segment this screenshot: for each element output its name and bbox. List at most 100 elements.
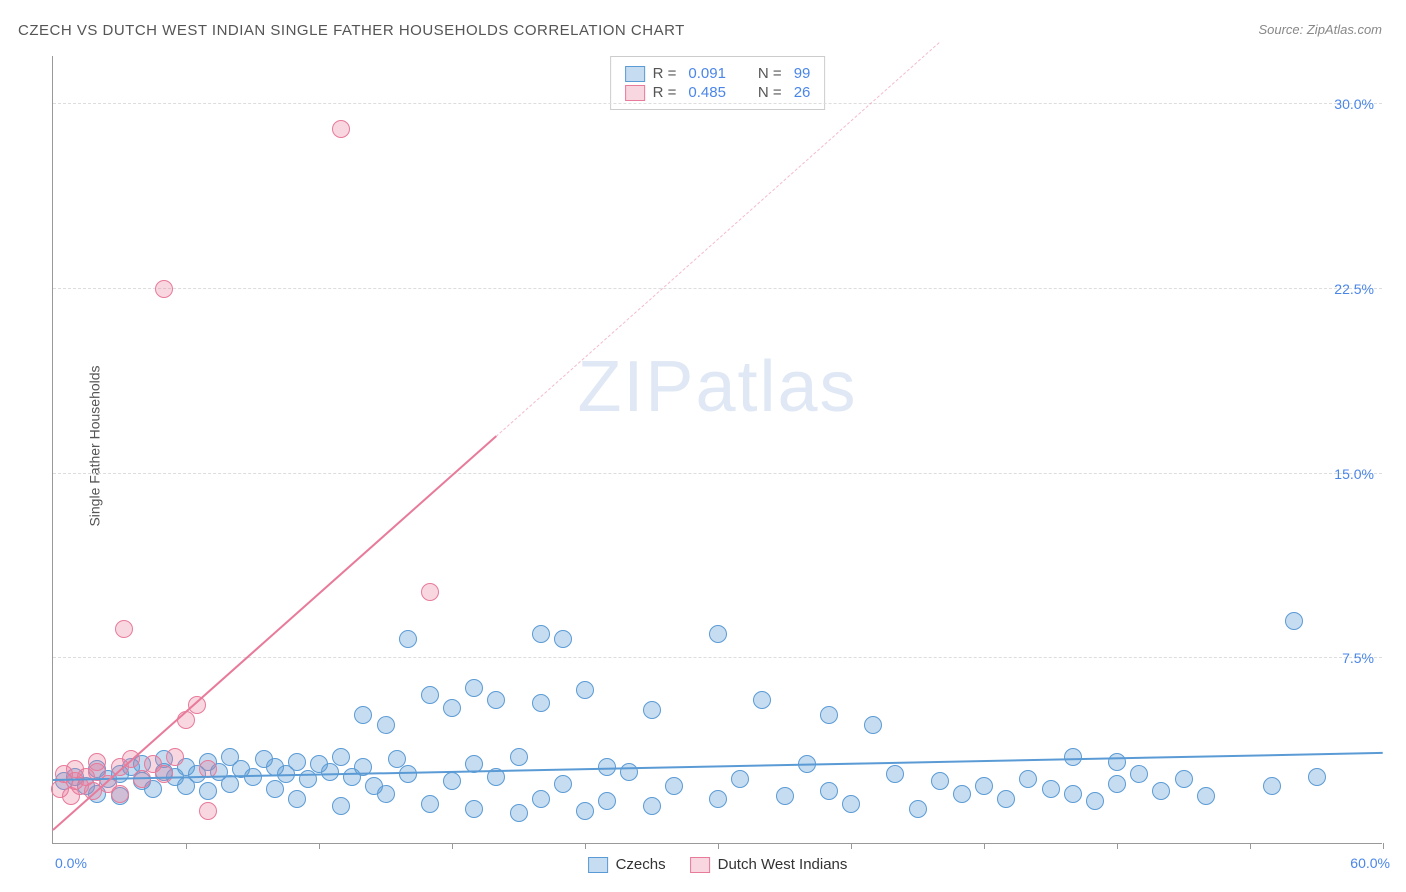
scatter-point bbox=[399, 630, 417, 648]
scatter-point bbox=[1064, 748, 1082, 766]
scatter-point bbox=[820, 782, 838, 800]
scatter-point bbox=[1064, 785, 1082, 803]
scatter-point bbox=[1086, 792, 1104, 810]
scatter-point bbox=[886, 765, 904, 783]
scatter-point bbox=[199, 782, 217, 800]
scatter-point bbox=[288, 790, 306, 808]
n-label: N = bbox=[758, 84, 782, 101]
x-tick bbox=[718, 843, 719, 849]
scatter-point bbox=[443, 699, 461, 717]
source-attribution: Source: ZipAtlas.com bbox=[1258, 22, 1382, 37]
scatter-point bbox=[155, 280, 173, 298]
scatter-point bbox=[377, 785, 395, 803]
r-label: R = bbox=[653, 65, 677, 82]
scatter-point bbox=[532, 790, 550, 808]
swatch-czechs-bottom bbox=[588, 857, 608, 873]
scatter-point bbox=[643, 797, 661, 815]
swatch-czechs bbox=[625, 66, 645, 82]
x-axis-min-label: 0.0% bbox=[55, 855, 87, 871]
scatter-point bbox=[465, 800, 483, 818]
series-legend: Czechs Dutch West Indians bbox=[588, 856, 848, 873]
scatter-point bbox=[1108, 775, 1126, 793]
scatter-point bbox=[931, 772, 949, 790]
scatter-point bbox=[88, 753, 106, 771]
scatter-point bbox=[532, 625, 550, 643]
scatter-point bbox=[465, 679, 483, 697]
x-tick bbox=[851, 843, 852, 849]
y-tick-label: 30.0% bbox=[1334, 96, 1374, 112]
x-tick bbox=[984, 843, 985, 849]
chart-plot-area: ZIPatlas R = 0.091 N = 99 R = 0.485 N = … bbox=[52, 56, 1382, 844]
gridline-h bbox=[53, 657, 1382, 658]
scatter-point bbox=[554, 775, 572, 793]
x-tick bbox=[585, 843, 586, 849]
x-tick bbox=[1383, 843, 1384, 849]
scatter-point bbox=[776, 787, 794, 805]
scatter-point bbox=[510, 804, 528, 822]
scatter-point bbox=[332, 120, 350, 138]
scatter-point bbox=[1152, 782, 1170, 800]
scatter-point bbox=[975, 777, 993, 795]
watermark-zip: ZIP bbox=[577, 347, 695, 427]
swatch-dutch-bottom bbox=[690, 857, 710, 873]
gridline-h bbox=[53, 288, 1382, 289]
r-value-dutch: 0.485 bbox=[688, 84, 726, 101]
watermark: ZIPatlas bbox=[577, 346, 857, 428]
x-tick bbox=[186, 843, 187, 849]
r-label: R = bbox=[653, 84, 677, 101]
scatter-point bbox=[576, 802, 594, 820]
legend-item-dutch: Dutch West Indians bbox=[690, 856, 848, 873]
swatch-dutch bbox=[625, 85, 645, 101]
scatter-point bbox=[709, 790, 727, 808]
scatter-point bbox=[1130, 765, 1148, 783]
scatter-point bbox=[332, 748, 350, 766]
scatter-point bbox=[487, 691, 505, 709]
scatter-point bbox=[554, 630, 572, 648]
y-tick-label: 7.5% bbox=[1342, 650, 1374, 666]
scatter-point bbox=[510, 748, 528, 766]
scatter-point bbox=[421, 583, 439, 601]
y-tick-label: 22.5% bbox=[1334, 281, 1374, 297]
scatter-point bbox=[576, 681, 594, 699]
scatter-point bbox=[443, 772, 461, 790]
scatter-point bbox=[709, 625, 727, 643]
scatter-point bbox=[221, 775, 239, 793]
legend-item-czechs: Czechs bbox=[588, 856, 666, 873]
x-tick bbox=[319, 843, 320, 849]
scatter-point bbox=[1108, 753, 1126, 771]
scatter-point bbox=[1263, 777, 1281, 795]
y-tick-label: 15.0% bbox=[1334, 466, 1374, 482]
scatter-point bbox=[155, 765, 173, 783]
scatter-point bbox=[532, 694, 550, 712]
scatter-point bbox=[598, 792, 616, 810]
n-value-czechs: 99 bbox=[794, 65, 811, 82]
chart-title: CZECH VS DUTCH WEST INDIAN SINGLE FATHER… bbox=[18, 22, 685, 39]
legend-row-czechs: R = 0.091 N = 99 bbox=[625, 65, 811, 82]
scatter-point bbox=[288, 753, 306, 771]
scatter-point bbox=[421, 686, 439, 704]
scatter-point bbox=[1042, 780, 1060, 798]
legend-row-dutch: R = 0.485 N = 26 bbox=[625, 84, 811, 101]
scatter-point bbox=[1019, 770, 1037, 788]
scatter-point bbox=[842, 795, 860, 813]
x-tick bbox=[452, 843, 453, 849]
x-tick bbox=[1117, 843, 1118, 849]
scatter-point bbox=[731, 770, 749, 788]
x-tick bbox=[1250, 843, 1251, 849]
series-label-dutch: Dutch West Indians bbox=[718, 856, 848, 873]
scatter-point bbox=[820, 706, 838, 724]
scatter-point bbox=[177, 711, 195, 729]
scatter-point bbox=[399, 765, 417, 783]
scatter-point bbox=[643, 701, 661, 719]
scatter-point bbox=[1175, 770, 1193, 788]
scatter-point bbox=[1285, 612, 1303, 630]
scatter-point bbox=[377, 716, 395, 734]
scatter-point bbox=[1197, 787, 1215, 805]
n-value-dutch: 26 bbox=[794, 84, 811, 101]
gridline-h bbox=[53, 103, 1382, 104]
scatter-point bbox=[354, 706, 372, 724]
correlation-legend: R = 0.091 N = 99 R = 0.485 N = 26 bbox=[610, 56, 826, 110]
x-axis-max-label: 60.0% bbox=[1350, 855, 1390, 871]
scatter-point bbox=[953, 785, 971, 803]
scatter-point bbox=[266, 780, 284, 798]
